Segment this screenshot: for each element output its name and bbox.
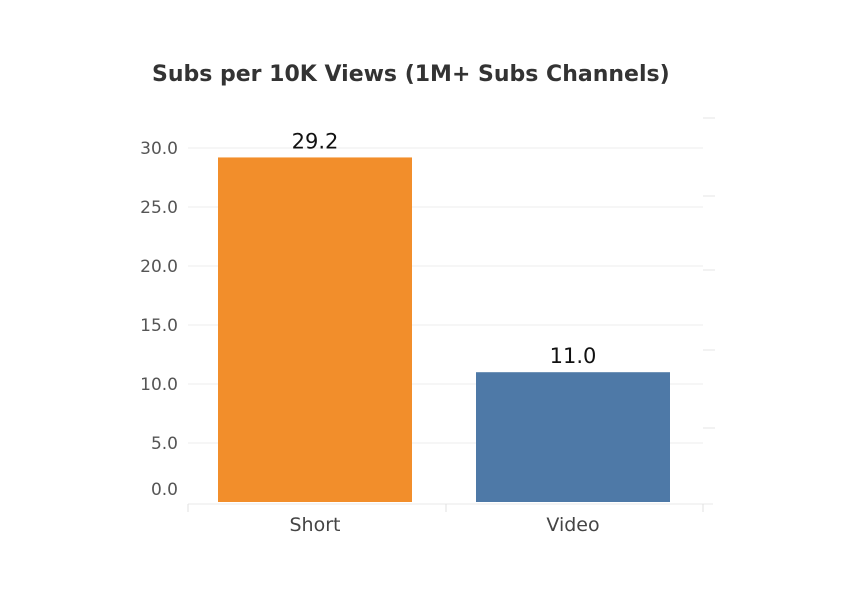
y-tick-label: 5.0 [151, 434, 178, 454]
x-tick-label: Short [290, 514, 341, 536]
x-tick-label: Video [546, 514, 599, 536]
chart-title: Subs per 10K Views (1M+ Subs Channels) [152, 62, 670, 87]
y-tick-label: 20.0 [140, 257, 178, 277]
y-tick-label: 15.0 [140, 316, 178, 336]
data-label: 29.2 [292, 129, 339, 153]
bar-video [476, 372, 670, 502]
y-tick-label: 30.0 [140, 139, 178, 159]
data-label: 11.0 [550, 344, 597, 368]
y-tick-label: 10.0 [140, 375, 178, 395]
y-tick-label: 0.0 [151, 480, 178, 500]
bar-short [218, 157, 412, 502]
y-tick-label: 25.0 [140, 198, 178, 218]
